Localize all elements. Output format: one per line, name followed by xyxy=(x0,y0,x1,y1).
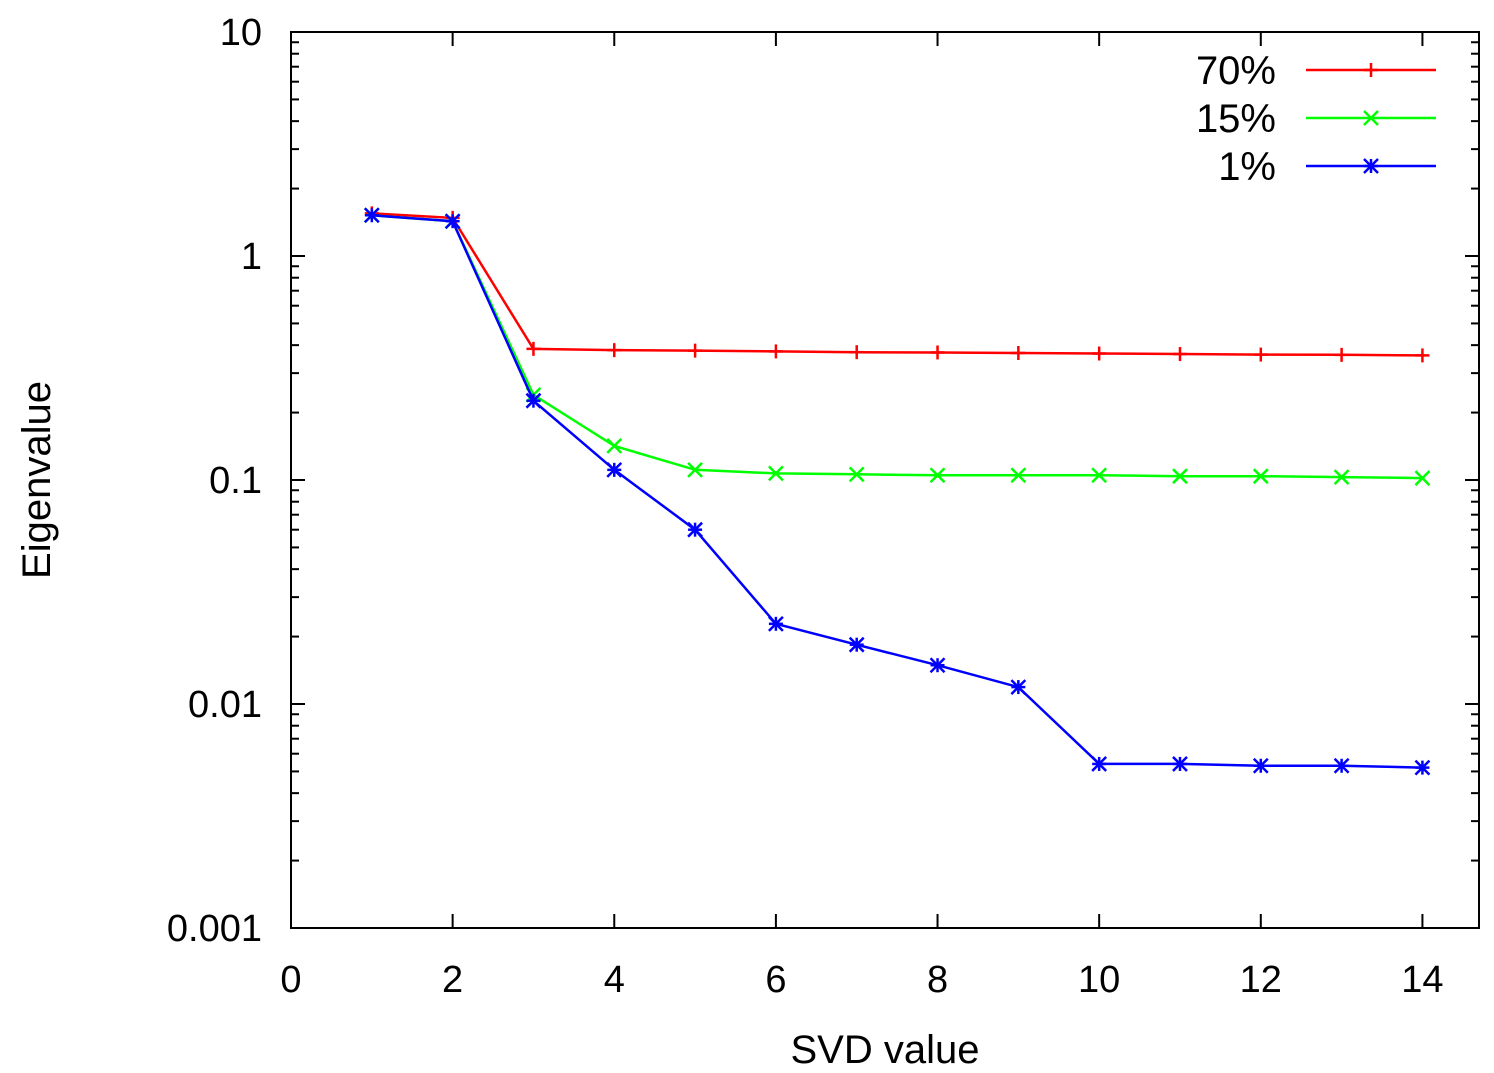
series-line xyxy=(371,212,1423,357)
axis-ticks xyxy=(290,31,1479,929)
data-point xyxy=(1363,158,1379,174)
y-tick-label: 0.001 xyxy=(167,908,262,950)
data-point xyxy=(849,345,864,360)
y-tick-label: 0.1 xyxy=(209,460,262,502)
data-point xyxy=(1092,346,1107,361)
data-point xyxy=(525,392,542,409)
data-point xyxy=(687,521,703,538)
y-tick-label: 0.01 xyxy=(188,684,262,726)
x-tick-label: 2 xyxy=(442,959,463,1001)
data-point xyxy=(1172,756,1188,772)
data-point xyxy=(688,343,703,358)
data-point xyxy=(1091,756,1108,772)
data-point xyxy=(1363,110,1379,126)
series-line xyxy=(371,214,1423,480)
data-point xyxy=(606,461,623,478)
y-axis-label: Eigenvalue xyxy=(15,381,59,579)
x-tick-label: 0 xyxy=(280,959,301,1001)
data-point xyxy=(768,344,783,359)
series-line xyxy=(371,214,1423,769)
x-tick-label: 8 xyxy=(927,959,948,1001)
y-tick-label: 1 xyxy=(241,236,262,278)
data-point xyxy=(606,438,623,454)
data-point xyxy=(1334,347,1349,362)
data-point xyxy=(929,467,946,484)
data-point xyxy=(1172,468,1188,485)
data-point xyxy=(1091,467,1108,484)
x-tick-label: 10 xyxy=(1078,959,1120,1001)
plot-frame xyxy=(290,31,1480,929)
data-point xyxy=(1253,347,1268,362)
data-point xyxy=(526,341,541,356)
tick-labels: 0 2 4 6 8 10 12 14 0.001 0.01 0.1 1 10 xyxy=(167,12,1444,1001)
data-point xyxy=(1011,345,1026,360)
data-point xyxy=(1364,63,1378,77)
x-tick-label: 14 xyxy=(1401,959,1443,1001)
data-point xyxy=(1333,469,1350,486)
data-point xyxy=(848,466,865,483)
data-point xyxy=(1252,468,1269,485)
data-point xyxy=(607,343,622,358)
x-axis-label: SVD value xyxy=(791,1028,980,1072)
legend-label: 1% xyxy=(1218,145,1276,189)
legend-label: 15% xyxy=(1196,97,1276,141)
data-point xyxy=(768,615,784,632)
data-point xyxy=(929,657,946,674)
data-point xyxy=(1414,470,1431,486)
data-point xyxy=(1172,347,1187,362)
data-point xyxy=(1010,467,1027,484)
series-layer xyxy=(363,206,1431,776)
data-point xyxy=(930,345,945,360)
data-point xyxy=(1414,759,1431,776)
x-tick-label: 4 xyxy=(604,959,625,1001)
data-point xyxy=(1252,757,1269,774)
legend-label: 70% xyxy=(1196,49,1276,93)
data-point xyxy=(848,636,865,653)
data-point xyxy=(1010,679,1027,695)
data-point xyxy=(1415,348,1430,363)
legend: 70%15%1% xyxy=(1196,49,1436,189)
data-point xyxy=(1333,757,1350,774)
y-tick-label: 10 xyxy=(220,12,262,54)
x-tick-label: 12 xyxy=(1240,959,1282,1001)
data-point xyxy=(687,461,703,478)
data-point xyxy=(444,213,461,230)
data-point xyxy=(768,465,784,482)
x-tick-label: 6 xyxy=(765,959,786,1001)
data-point xyxy=(363,207,380,224)
